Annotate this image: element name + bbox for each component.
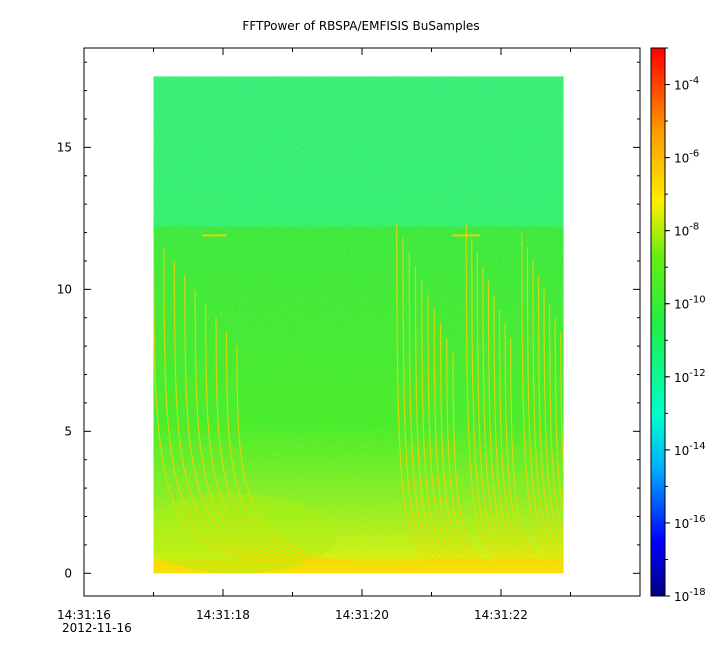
whistler-streak — [194, 289, 307, 563]
colorbar-scale — [650, 47, 666, 597]
whistler-streak — [537, 275, 564, 556]
colorbar-tick-label: 10-16 — [674, 514, 706, 531]
plot-area: 0 5 10 15 14:31:16 14:31:18 14:31:20 14:31:22 — [57, 47, 641, 622]
colorbar-tick-label: 10-12 — [674, 368, 706, 385]
whistler-streak — [476, 252, 513, 563]
whistler-streak — [439, 323, 476, 563]
whistler-streak — [471, 238, 507, 563]
whistler-streak — [446, 337, 482, 563]
colorbar: 10-4 10-6 10-8 10-10 10-12 10-14 10-16 10-18 — [650, 47, 706, 604]
colorbar-ticks: 10-4 10-6 10-8 10-10 10-12 10-14 10-16 10-18 — [665, 47, 706, 604]
whistler-streak — [487, 280, 524, 563]
low-frequency-band — [153, 559, 564, 574]
whistler-streak — [236, 346, 349, 563]
whistler-streak — [153, 232, 265, 563]
whistler-streak — [493, 295, 530, 563]
whistler-streak — [433, 309, 470, 563]
y-tick-label: 5 — [64, 424, 72, 438]
x-tick-label: 14:31:22 — [474, 608, 528, 622]
whistler-streak — [215, 317, 328, 563]
y-tick-label: 15 — [57, 140, 72, 154]
whistler-streak — [421, 280, 457, 563]
whistler-streak — [499, 309, 535, 563]
y-tick-label: 0 — [64, 566, 72, 580]
x-axis-date-label: 2012-11-16 — [62, 621, 132, 635]
spectrogram-noise — [153, 76, 564, 574]
y-axis: 0 5 10 15 — [57, 61, 640, 580]
whistler-streak — [225, 331, 338, 563]
whistler-streak — [402, 238, 439, 563]
whistler-streak — [510, 337, 546, 563]
whistler-streak — [205, 303, 317, 563]
whistler-streak — [163, 246, 276, 563]
whistler-streak — [526, 246, 563, 563]
whistler-streak — [396, 224, 432, 563]
x-tick-label: 14:31:20 — [335, 608, 389, 622]
whistler-streak — [408, 252, 445, 563]
x-tick-label: 14:31:16 — [57, 608, 111, 622]
y-tick-label: 10 — [57, 282, 72, 296]
colorbar-tick-label: 10-14 — [674, 441, 706, 458]
whistler-streak — [543, 289, 564, 549]
x-axis: 14:31:16 14:31:18 14:31:20 14:31:22 — [57, 48, 571, 622]
chart-title: FFTPower of RBSPA/EMFISIS BuSamples — [242, 19, 479, 33]
spectrogram-features — [153, 224, 564, 574]
whistler-streak — [482, 266, 518, 563]
whistler-streak — [465, 224, 502, 563]
colorbar-tick-label: 10-4 — [674, 76, 699, 93]
whistler-streak — [427, 295, 464, 563]
colorbar-tick-label: 10-6 — [674, 149, 699, 166]
whistler-streak — [184, 275, 297, 563]
whistler-streak — [414, 266, 451, 563]
colorbar-tick-label: 10-8 — [674, 222, 699, 239]
colorbar-tick-label: 10-10 — [674, 295, 706, 312]
whistler-streak — [560, 331, 564, 476]
whistler-streak — [532, 260, 564, 561]
whistler-streak — [521, 232, 557, 563]
whistler-streak — [452, 351, 489, 563]
whistler-streak — [549, 303, 564, 537]
whistler-streak — [554, 317, 564, 518]
x-tick-label: 14:31:18 — [196, 608, 250, 622]
dispersion-region — [153, 493, 337, 574]
whistler-streak — [504, 323, 541, 563]
colorbar-tick-label: 10-18 — [674, 587, 706, 604]
whistler-streak — [173, 260, 286, 563]
